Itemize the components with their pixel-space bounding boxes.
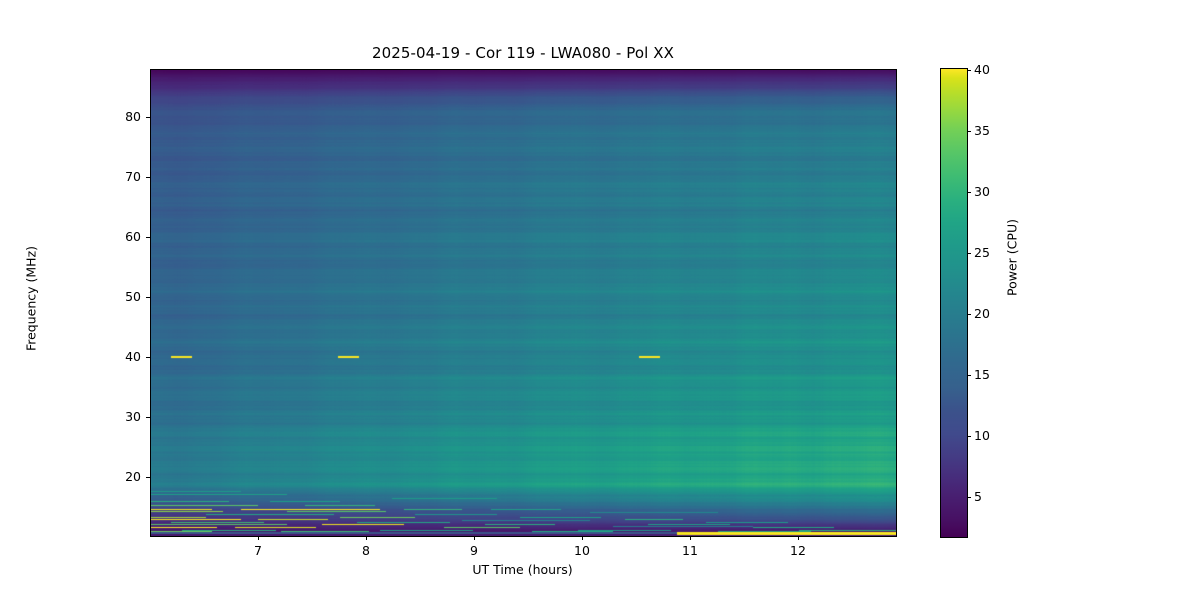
y-tick-label: 40 bbox=[125, 349, 141, 364]
colorbar-tick-mark bbox=[967, 131, 971, 132]
spectrogram-axes[interactable] bbox=[150, 69, 897, 537]
colorbar-tick-label: 25 bbox=[974, 245, 990, 260]
x-axis-title: UT Time (hours) bbox=[472, 562, 573, 577]
colorbar-tick-label: 20 bbox=[974, 306, 990, 321]
x-tick-label: 12 bbox=[790, 543, 806, 558]
x-tick-mark bbox=[690, 536, 691, 540]
y-tick-label: 60 bbox=[125, 229, 141, 244]
spectrogram-image bbox=[151, 70, 896, 536]
y-tick-label: 30 bbox=[125, 409, 141, 424]
colorbar-tick-mark bbox=[967, 436, 971, 437]
x-tick-mark bbox=[258, 536, 259, 540]
colorbar-tick-mark bbox=[967, 314, 971, 315]
colorbar-tick-label: 10 bbox=[974, 428, 990, 443]
x-tick-mark bbox=[366, 536, 367, 540]
y-tick-mark bbox=[146, 237, 150, 238]
y-tick-mark bbox=[146, 297, 150, 298]
colorbar-title: Power (CPU) bbox=[1004, 219, 1020, 296]
y-tick-label: 80 bbox=[125, 109, 141, 124]
colorbar-tick-label: 15 bbox=[974, 367, 990, 382]
y-tick-mark bbox=[146, 417, 150, 418]
y-tick-label: 20 bbox=[125, 469, 141, 484]
colorbar-tick-mark bbox=[967, 70, 971, 71]
plot-title: 2025-04-19 - Cor 119 - LWA080 - Pol XX bbox=[371, 44, 675, 62]
x-tick-label: 8 bbox=[362, 543, 370, 558]
x-tick-mark bbox=[474, 536, 475, 540]
x-tick-label: 10 bbox=[574, 543, 590, 558]
y-tick-mark bbox=[146, 177, 150, 178]
y-axis-title: Frequency (MHz) bbox=[23, 245, 39, 352]
colorbar-tick-label: 30 bbox=[974, 184, 990, 199]
y-tick-mark bbox=[146, 117, 150, 118]
colorbar-tick-mark bbox=[967, 192, 971, 193]
x-tick-label: 7 bbox=[254, 543, 262, 558]
y-tick-mark bbox=[146, 477, 150, 478]
colorbar-tick-label: 5 bbox=[974, 489, 982, 504]
x-tick-label: 9 bbox=[470, 543, 478, 558]
colorbar-tick-label: 35 bbox=[974, 123, 990, 138]
colorbar-tick-mark bbox=[967, 375, 971, 376]
x-tick-mark bbox=[582, 536, 583, 540]
colorbar-tick-mark bbox=[967, 253, 971, 254]
x-tick-mark bbox=[798, 536, 799, 540]
y-tick-mark bbox=[146, 357, 150, 358]
y-tick-label: 50 bbox=[125, 289, 141, 304]
colorbar-tick-label: 40 bbox=[974, 62, 990, 77]
y-tick-label: 70 bbox=[125, 169, 141, 184]
x-tick-label: 11 bbox=[682, 543, 698, 558]
colorbar-gradient bbox=[940, 68, 968, 538]
colorbar-tick-mark bbox=[967, 497, 971, 498]
